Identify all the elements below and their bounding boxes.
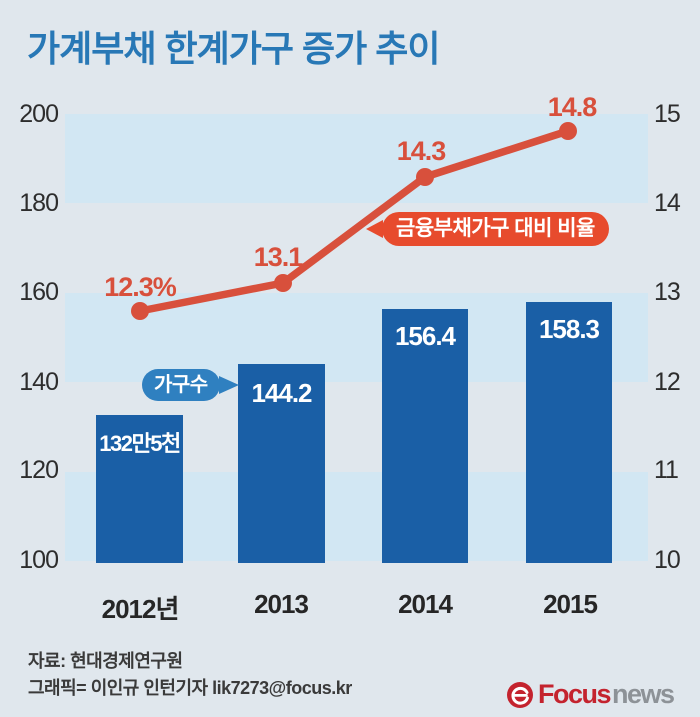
right-axis-tick: 12 — [654, 368, 681, 396]
bar-2014: 156.4 — [382, 309, 468, 563]
line-value-label: 14.3 — [396, 136, 447, 166]
bar-2012: 132만5천 — [96, 415, 183, 563]
x-axis-label-2015: 2015 — [543, 589, 598, 619]
line-point-2013 — [274, 274, 292, 292]
callout-arrow-right-icon — [218, 376, 239, 394]
bar-2013: 144.2 — [238, 364, 325, 563]
source-credit: 자료: 현대경제연구원 — [28, 651, 183, 671]
line-series-callout-label: 금융부채가구 대비 비율 — [382, 212, 609, 246]
bar-value-label: 132만5천 — [99, 431, 181, 456]
graphic-credit: 그래픽= 이인규 인턴기자 lik7273@focus.kr — [28, 678, 352, 698]
focusnews-logo-icon — [507, 681, 533, 708]
bar-series-callout-label: 가구수 — [142, 369, 220, 401]
left-axis-tick: 180 — [19, 189, 59, 217]
left-axis-tick: 160 — [19, 278, 59, 306]
line-value-label: 13.1 — [253, 242, 304, 272]
grid-band — [65, 114, 648, 203]
right-axis-tick: 15 — [654, 100, 681, 128]
bar-value-label: 156.4 — [394, 321, 456, 351]
x-axis-label-2014: 2014 — [398, 589, 453, 619]
focusnews-logo: Focus news — [507, 679, 675, 710]
left-axis-tick: 140 — [19, 368, 59, 396]
logo-suffix-text: news — [612, 679, 675, 709]
left-axis-tick: 200 — [19, 100, 59, 128]
bar-value-label: 158.3 — [538, 314, 600, 344]
bar-2015: 158.3 — [526, 302, 612, 563]
line-value-label: 14.8 — [547, 92, 598, 122]
left-axis-tick: 120 — [19, 456, 59, 484]
left-axis-tick: 100 — [19, 546, 59, 574]
x-axis-label-2013: 2013 — [254, 589, 309, 619]
right-axis-tick: 14 — [654, 189, 681, 217]
line-series-callout: 금융부채가구 대비 비율 — [366, 212, 609, 246]
line-value-label: 12.3% — [104, 272, 177, 302]
bar-series-callout: 가구수 — [142, 369, 239, 401]
x-axis-label-2012: 2012년 — [101, 594, 180, 624]
callout-arrow-left-icon — [366, 220, 383, 238]
bar-value-label: 144.2 — [251, 378, 312, 408]
right-axis-tick: 11 — [654, 456, 679, 484]
page-title: 가계부채 한계가구 증가 추이 — [27, 28, 440, 69]
right-axis-tick: 13 — [654, 278, 681, 306]
logo-brand-text: Focus — [538, 679, 612, 709]
right-axis-tick: 10 — [654, 546, 681, 574]
